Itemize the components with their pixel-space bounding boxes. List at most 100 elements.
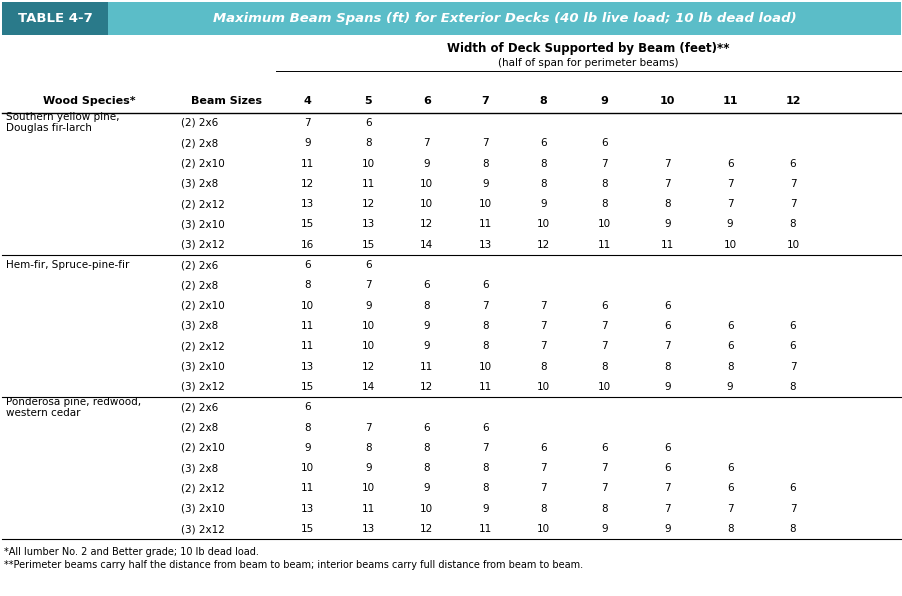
Text: (2) 2x6: (2) 2x6: [180, 260, 218, 270]
Text: 7: 7: [663, 504, 670, 514]
Text: 8: 8: [304, 423, 310, 433]
Text: 9: 9: [482, 504, 488, 514]
Text: 15: 15: [362, 240, 374, 250]
Text: 10: 10: [300, 300, 314, 311]
Text: 13: 13: [362, 219, 374, 229]
Text: 8: 8: [601, 179, 607, 189]
Text: 7: 7: [663, 342, 670, 351]
Text: **Perimeter beams carry half the distance from beam to beam; interior beams carr: **Perimeter beams carry half the distanc…: [4, 560, 583, 570]
Text: 9: 9: [423, 342, 429, 351]
Text: 8: 8: [364, 138, 372, 148]
Text: 11: 11: [660, 240, 673, 250]
Text: Maximum Beam Spans (ft) for Exterior Decks (40 lb live load; 10 lb dead load): Maximum Beam Spans (ft) for Exterior Dec…: [213, 12, 796, 25]
Text: 10: 10: [362, 159, 374, 169]
Text: 7: 7: [482, 300, 488, 311]
Text: 8: 8: [601, 199, 607, 209]
Text: 5: 5: [364, 95, 372, 105]
Text: 8: 8: [601, 504, 607, 514]
Text: 10: 10: [537, 524, 549, 534]
Text: (2) 2x12: (2) 2x12: [180, 483, 225, 493]
Text: 16: 16: [300, 240, 314, 250]
Text: 6: 6: [423, 280, 429, 290]
Text: (2) 2x10: (2) 2x10: [180, 300, 225, 311]
Text: 7: 7: [304, 118, 310, 128]
Text: 15: 15: [300, 219, 314, 229]
Text: 9: 9: [600, 95, 608, 105]
Text: (2) 2x10: (2) 2x10: [180, 159, 225, 169]
Text: 7: 7: [663, 179, 670, 189]
Text: 9: 9: [663, 382, 670, 392]
Text: 10: 10: [362, 342, 374, 351]
Text: 6: 6: [789, 159, 796, 169]
Text: (3) 2x12: (3) 2x12: [180, 382, 225, 392]
Text: 10: 10: [658, 95, 674, 105]
Text: 11: 11: [478, 382, 492, 392]
Text: 10: 10: [478, 362, 492, 371]
Text: 8: 8: [789, 524, 796, 534]
Text: 10: 10: [419, 504, 433, 514]
Text: 7: 7: [482, 138, 488, 148]
Text: 8: 8: [482, 321, 488, 331]
Text: 7: 7: [539, 321, 547, 331]
Text: 11: 11: [478, 524, 492, 534]
Text: Ponderosa pine, redwood,: Ponderosa pine, redwood,: [5, 396, 141, 406]
Text: 11: 11: [300, 159, 314, 169]
Text: 9: 9: [423, 321, 429, 331]
Text: 11: 11: [300, 321, 314, 331]
Text: 8: 8: [539, 159, 547, 169]
Text: 9: 9: [482, 179, 488, 189]
Text: 9: 9: [364, 300, 372, 311]
Text: 6: 6: [601, 300, 607, 311]
Text: 8: 8: [482, 159, 488, 169]
Text: 6: 6: [539, 443, 547, 453]
Text: (half of span for perimeter beams): (half of span for perimeter beams): [498, 58, 678, 68]
Text: 7: 7: [789, 199, 796, 209]
Text: (3) 2x10: (3) 2x10: [180, 504, 225, 514]
Text: 7: 7: [481, 95, 489, 105]
Text: (3) 2x10: (3) 2x10: [180, 219, 225, 229]
Text: 9: 9: [304, 138, 310, 148]
Text: 9: 9: [601, 524, 607, 534]
Text: 7: 7: [364, 423, 372, 433]
Text: 6: 6: [482, 280, 488, 290]
Text: (2) 2x8: (2) 2x8: [180, 280, 218, 290]
Text: 10: 10: [362, 483, 374, 493]
Text: (2) 2x6: (2) 2x6: [180, 402, 218, 412]
Text: 8: 8: [601, 362, 607, 371]
Text: 11: 11: [597, 240, 611, 250]
Text: 7: 7: [601, 342, 607, 351]
Text: 8: 8: [663, 362, 670, 371]
FancyBboxPatch shape: [2, 2, 900, 35]
Text: 6: 6: [726, 321, 732, 331]
Text: 12: 12: [785, 95, 800, 105]
Text: 12: 12: [362, 362, 374, 371]
Text: 7: 7: [539, 483, 547, 493]
Text: 10: 10: [478, 199, 492, 209]
Text: 7: 7: [663, 483, 670, 493]
Text: 8: 8: [539, 179, 547, 189]
Text: (2) 2x10: (2) 2x10: [180, 443, 225, 453]
Text: 7: 7: [482, 443, 488, 453]
Text: 7: 7: [789, 179, 796, 189]
Text: 11: 11: [300, 483, 314, 493]
Text: 12: 12: [537, 240, 549, 250]
Text: 8: 8: [482, 342, 488, 351]
Text: *All lumber No. 2 and Better grade; 10 lb dead load.: *All lumber No. 2 and Better grade; 10 l…: [4, 547, 259, 557]
Text: 10: 10: [537, 219, 549, 229]
Text: 6: 6: [726, 463, 732, 473]
Text: (3) 2x8: (3) 2x8: [180, 179, 218, 189]
Text: 6: 6: [601, 443, 607, 453]
Text: 8: 8: [423, 463, 429, 473]
Text: 14: 14: [419, 240, 433, 250]
Text: 12: 12: [419, 382, 433, 392]
Text: Width of Deck Supported by Beam (feet)**: Width of Deck Supported by Beam (feet)**: [446, 42, 729, 55]
Text: 8: 8: [304, 280, 310, 290]
Text: 8: 8: [539, 504, 547, 514]
Text: 7: 7: [364, 280, 372, 290]
Text: 11: 11: [300, 342, 314, 351]
Text: 11: 11: [419, 362, 433, 371]
Text: 10: 10: [419, 199, 433, 209]
Text: 8: 8: [364, 443, 372, 453]
Text: 9: 9: [423, 159, 429, 169]
Text: 8: 8: [726, 524, 732, 534]
